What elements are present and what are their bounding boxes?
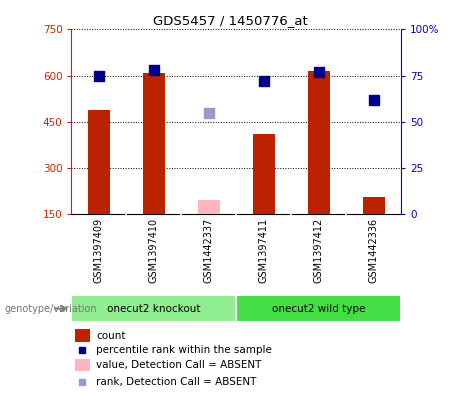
Bar [75, 359, 89, 371]
Bar [143, 73, 165, 214]
Bar [75, 329, 89, 342]
Bar [363, 197, 384, 214]
Text: count: count [96, 331, 126, 341]
Bar [307, 71, 330, 214]
Point [315, 69, 322, 75]
Text: value, Detection Call = ABSENT: value, Detection Call = ABSENT [96, 360, 261, 370]
Bar [253, 134, 275, 214]
FancyBboxPatch shape [71, 295, 236, 322]
Point [205, 109, 213, 116]
Point [95, 72, 103, 79]
Text: GDS5457 / 1450776_at: GDS5457 / 1450776_at [153, 14, 308, 27]
Text: rank, Detection Call = ABSENT: rank, Detection Call = ABSENT [96, 376, 257, 387]
Text: GSM1397410: GSM1397410 [149, 218, 159, 283]
Text: onecut2 knockout: onecut2 knockout [107, 303, 201, 314]
Text: GSM1397411: GSM1397411 [259, 218, 269, 283]
Point [260, 78, 267, 84]
Text: GSM1397412: GSM1397412 [313, 218, 324, 283]
Text: GSM1397409: GSM1397409 [94, 218, 104, 283]
Text: GSM1442337: GSM1442337 [204, 218, 214, 283]
Text: onecut2 wild type: onecut2 wild type [272, 303, 366, 314]
Point [150, 67, 158, 73]
Text: genotype/variation: genotype/variation [5, 303, 97, 314]
Text: percentile rank within the sample: percentile rank within the sample [96, 345, 272, 355]
Point [370, 97, 377, 103]
FancyBboxPatch shape [236, 295, 401, 322]
Text: GSM1442336: GSM1442336 [369, 218, 378, 283]
Bar [88, 110, 110, 214]
Bar [198, 200, 220, 214]
